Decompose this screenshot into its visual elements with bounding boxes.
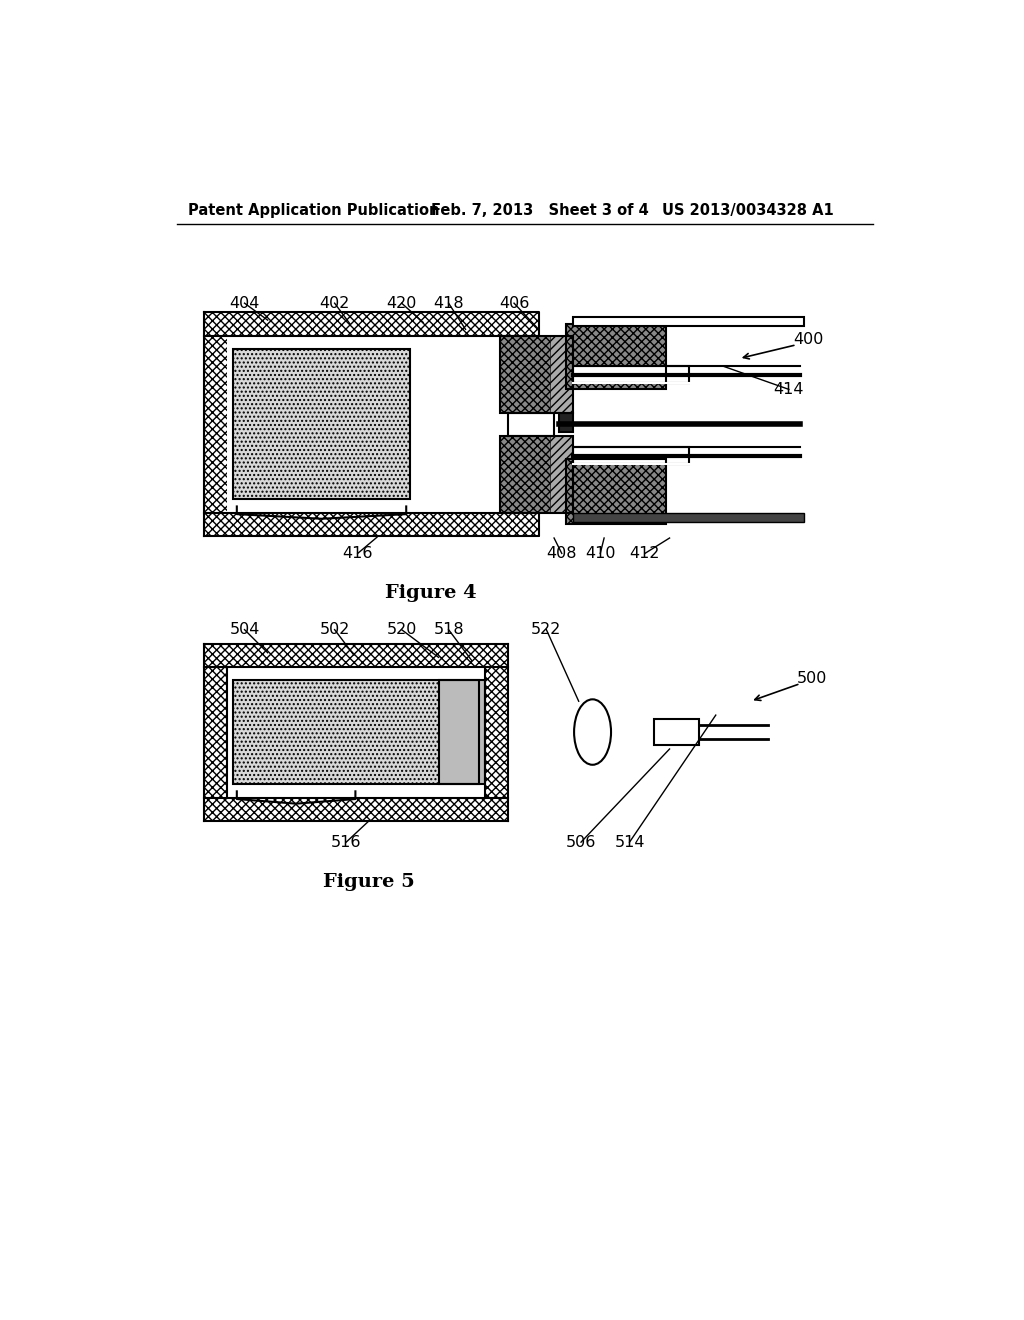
Bar [233,681,478,784]
Bar [204,313,539,335]
Text: 404: 404 [229,296,260,310]
Bar [573,366,689,383]
Text: 402: 402 [319,296,350,310]
Bar [565,323,666,389]
Text: Feb. 7, 2013   Sheet 3 of 4: Feb. 7, 2013 Sheet 3 of 4 [431,203,648,218]
Bar [573,512,804,521]
Text: US 2013/0034328 A1: US 2013/0034328 A1 [662,203,834,218]
Text: 406: 406 [499,296,529,310]
Bar [233,350,410,499]
Bar [550,436,573,512]
Bar [204,644,508,667]
Text: Figure 4: Figure 4 [385,585,477,602]
Text: 416: 416 [342,546,373,561]
Bar [204,667,226,797]
Bar [500,436,573,512]
Text: Figure 5: Figure 5 [324,874,415,891]
Text: 520: 520 [386,622,417,638]
Bar [565,459,666,524]
Bar [226,335,539,512]
Bar [500,335,573,412]
Bar [204,512,539,536]
Bar [233,350,410,499]
Text: 516: 516 [331,834,361,850]
Text: 410: 410 [585,546,615,561]
Text: 400: 400 [793,331,823,347]
Text: 412: 412 [630,546,660,561]
Bar [559,412,573,432]
Bar [550,335,573,412]
Text: 414: 414 [774,381,804,397]
Text: 518: 518 [433,622,464,638]
Text: 522: 522 [531,622,561,638]
Bar [565,323,666,389]
Bar [500,436,573,512]
Bar [508,413,554,436]
Bar [226,667,484,797]
Ellipse shape [574,700,611,764]
Text: 502: 502 [319,622,350,638]
Bar [438,681,484,784]
Bar [565,459,666,524]
Text: 420: 420 [386,296,417,310]
Text: 500: 500 [797,671,827,685]
Text: 418: 418 [433,296,464,310]
Bar [204,797,508,821]
Text: Patent Application Publication: Patent Application Publication [188,203,440,218]
Bar [484,667,508,797]
Bar [233,681,478,784]
Bar [573,447,689,465]
Bar [573,317,804,326]
Bar [654,719,698,744]
Bar [500,335,573,412]
Text: 514: 514 [614,834,645,850]
Bar [204,335,226,512]
Text: 504: 504 [229,622,260,638]
Text: 408: 408 [547,546,577,561]
Text: 506: 506 [566,834,596,850]
